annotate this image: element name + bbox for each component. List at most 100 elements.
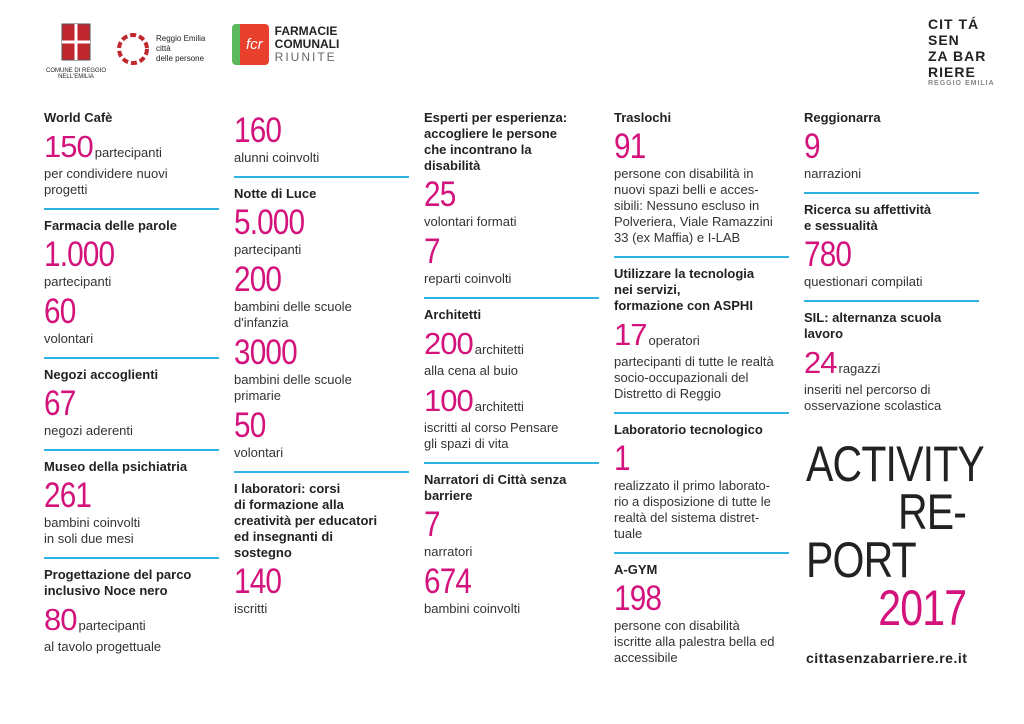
block-title: Esperti per esperienza: accogliere le per… [424, 110, 599, 174]
stat-text: volontari formati [424, 214, 517, 229]
block-title: World Cafè [44, 110, 219, 126]
stat-text: architetti [474, 342, 524, 357]
stat-text: socio-occupazionali del [614, 370, 749, 385]
block-title: Museo della psichiatria [44, 459, 219, 475]
citta-line: RIERE [928, 64, 976, 80]
stat-text: sibili: Nessuno escluso in [614, 198, 760, 213]
report-row: RE- [806, 484, 967, 540]
stat-text: alla cena al buio [424, 363, 518, 378]
stat-text: gli spazi di vita [424, 436, 509, 451]
stat-text: realtà del sistema distret- [614, 510, 760, 525]
title-line: SIL: alternanza scuola [804, 310, 942, 325]
stat: 7 narratori [424, 506, 599, 560]
stat-number: 150 [44, 129, 94, 164]
title-line: World Cafè [44, 110, 113, 125]
stat-number: 140 [234, 562, 282, 601]
title-line: ed insegnanti di [234, 529, 333, 544]
stat-text: ragazzi [838, 361, 881, 376]
stat-text: architetti [474, 399, 524, 414]
stat-number: 200 [424, 326, 474, 361]
block-title: Laboratorio tecnologico [614, 422, 789, 438]
citta-line: SEN [928, 32, 960, 48]
comune-text: COMUNE DI REGGIO NELL'EMILIA [46, 68, 107, 80]
block-title: Farmacia delle parole [44, 218, 219, 234]
title-line: Laboratorio tecnologico [614, 422, 763, 437]
stat-number: 198 [614, 579, 662, 618]
block: Progettazione del parco inclusivo Noce ne… [44, 563, 219, 665]
stat-number: 200 [234, 260, 282, 299]
reggio-line: delle persone [156, 54, 205, 63]
title-line: che incontrano la [424, 142, 532, 157]
comune-logo: COMUNE DI REGGIO NELL'EMILIA [46, 18, 106, 80]
stat-number: 1 [614, 439, 631, 478]
stat: 3000 bambini delle scuole primarie [234, 334, 409, 404]
title-line: Traslochi [614, 110, 672, 125]
report-row: PORT [806, 532, 966, 588]
stat: 200 bambini delle scuole d'infanzia [234, 261, 409, 331]
title-line: barriere [424, 488, 473, 503]
stat-text: partecipanti [94, 145, 162, 160]
reggio-line: Reggio Emilia [156, 34, 206, 43]
stat-text: iscritti al corso Pensare [424, 420, 559, 435]
title-line: di formazione alla [234, 497, 344, 512]
stat-text: bambini delle scuole [234, 372, 352, 387]
citta-logo: CIT TÁ SEN ZA BAR RIERE REGGIO EMILIA [928, 16, 995, 88]
stat: 140 iscritti [234, 563, 409, 617]
stat-number: 1.000 [44, 235, 115, 274]
block-title: SIL: alternanza scuola lavoro [804, 310, 979, 342]
farmacie-line: FARMACIE [274, 24, 338, 38]
stat-text: tuale [614, 526, 643, 541]
stat-text: progetti [44, 182, 88, 197]
stat: 674 bambini coinvolti [424, 563, 599, 617]
column: World Cafè 150 partecipanti per condividere… [44, 106, 219, 680]
title-line: I laboratori: corsi [234, 481, 341, 496]
stat-text: partecipanti di tutte le realtà [614, 354, 774, 369]
column: Traslochi 91 persone con disabilità in nuov… [614, 106, 789, 680]
block: A-GYM 198 persone con disabilità iscritte a… [614, 558, 789, 676]
report-line: 2017 [878, 580, 967, 636]
report-line: RE- [897, 484, 967, 540]
stat-text: questionari compilati [804, 274, 923, 289]
stat: 200 architetti alla cena al buio [424, 325, 599, 379]
reggio-icon [117, 33, 149, 65]
stat: 91 persone con disabilità in nuovi spazi b… [614, 128, 789, 246]
report-line: PORT [806, 532, 917, 588]
stat-number: 24 [804, 345, 837, 380]
stat-text: narrazioni [804, 166, 862, 181]
stat-text: Distretto di Reggio [614, 386, 721, 401]
stat-text: partecipanti [44, 274, 112, 289]
block: Negozi accoglienti 67 negozi aderenti [44, 363, 219, 451]
stat-text: Polveriera, Viale Ramazzini [614, 214, 773, 229]
stat-text: al tavolo progettuale [44, 639, 162, 654]
stat-number: 7 [424, 232, 441, 271]
stat-text: accessibile [614, 650, 678, 665]
stat-text: partecipanti [234, 242, 302, 257]
stat-text: nuovi spazi belli e acces- [614, 182, 759, 197]
fcr-mark: fcr [232, 24, 269, 65]
report-row: 2017 [806, 580, 967, 636]
stat-number: 17 [614, 317, 647, 352]
block: World Cafè 150 partecipanti per condividere… [44, 106, 219, 210]
citta-line: CIT TÁ [928, 16, 980, 32]
stat-text: volontari [234, 445, 284, 460]
stat-text: narratori [424, 544, 473, 559]
reggio-line: città [156, 44, 171, 53]
report: ACTIVITY RE- PORT 2017 cittasenzabarriere.re… [806, 439, 985, 666]
block-title: Reggionarra [804, 110, 979, 126]
report-line: ACTIVITY [806, 436, 985, 492]
columns: World Cafè 150 partecipanti per condividere… [44, 106, 994, 680]
stat-text: d'infanzia [234, 315, 289, 330]
report-url: cittasenzabarriere.re.it [806, 650, 968, 666]
stat-number: 5.000 [234, 203, 305, 242]
stat-text: bambini coinvolti [44, 515, 141, 530]
stat-text: volontari [44, 331, 94, 346]
stat: 1 realizzato il primo laborato-rio a disp… [614, 440, 789, 542]
block: Notte di Luce 5.000 partecipanti 200 bambini… [234, 182, 409, 473]
stat: 50 volontari [234, 407, 409, 461]
title-line: Reggionarra [804, 110, 881, 125]
block-title: Notte di Luce [234, 186, 409, 202]
title-line: sostegno [234, 545, 292, 560]
fcr-logo: fcr FARMACIE COMUNALI RIUNITE [232, 24, 339, 65]
stat-text: primarie [234, 388, 281, 403]
block-title: Negozi accoglienti [44, 367, 219, 383]
